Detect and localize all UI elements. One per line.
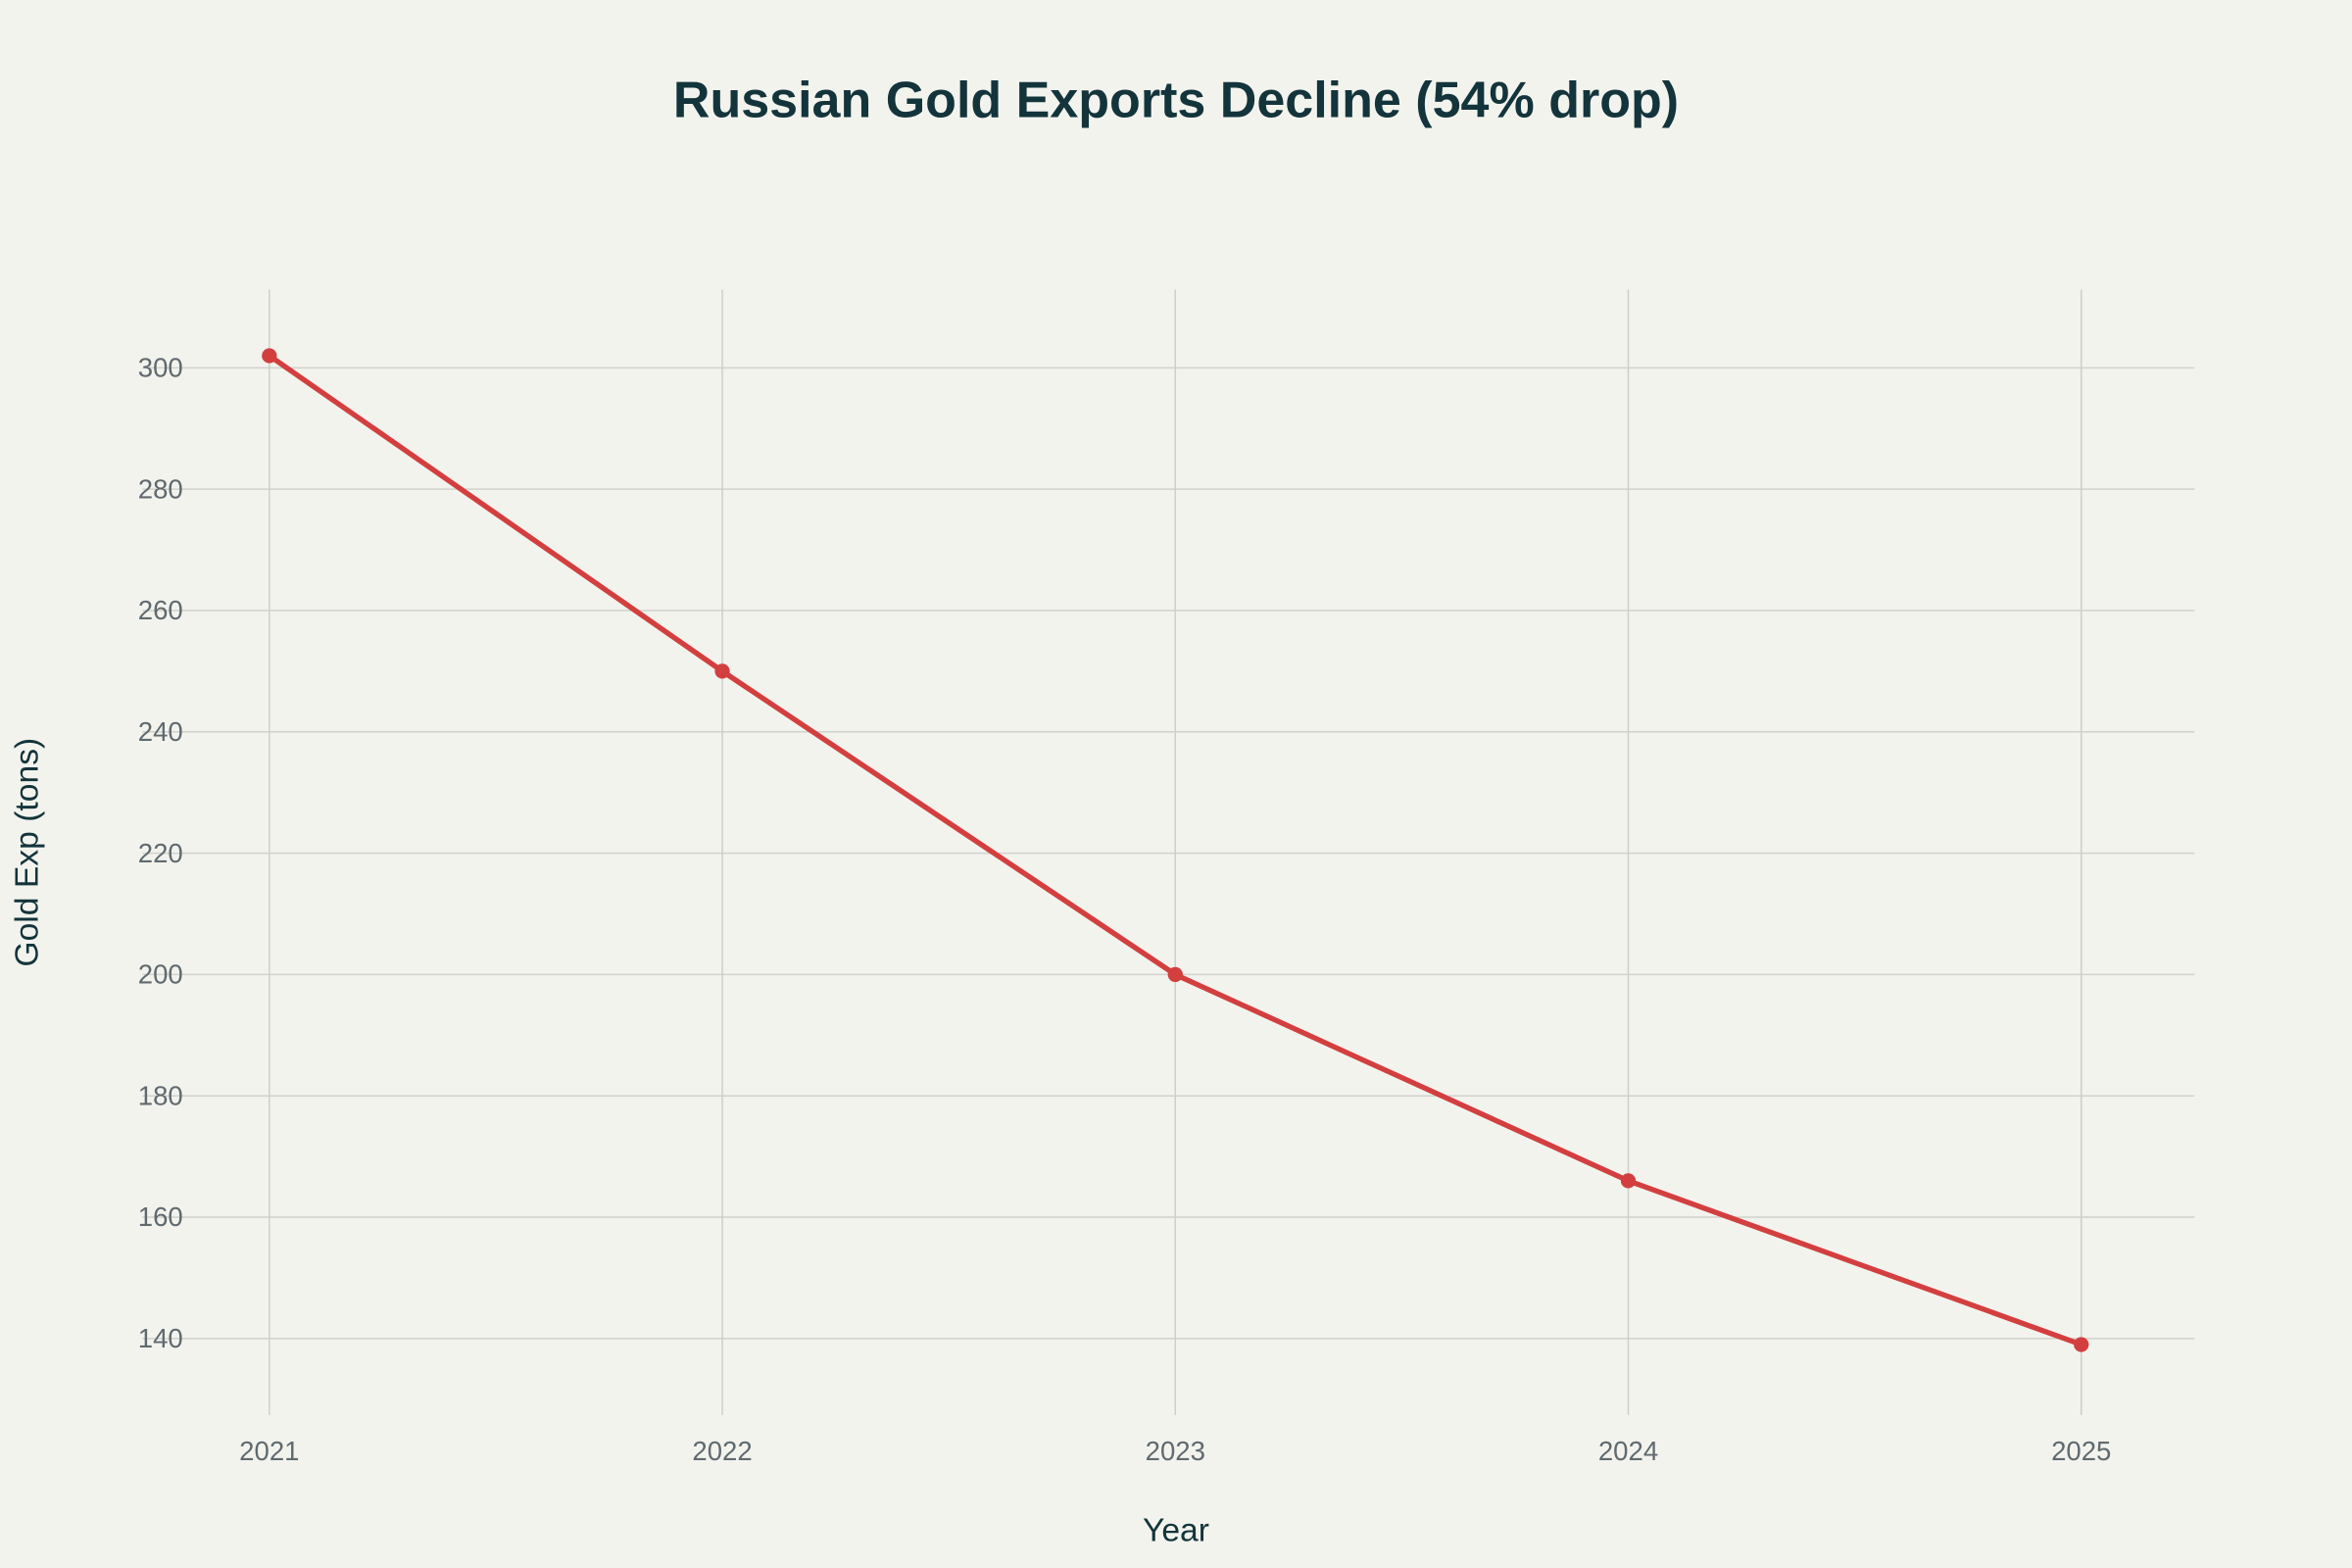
data-point-2024[interactable] (1620, 1173, 1637, 1189)
y-tick-label: 160 (138, 1201, 183, 1232)
y-tick-label: 260 (138, 595, 183, 625)
data-point-2021[interactable] (262, 348, 277, 364)
y-axis-title: Gold Exp (tons) (9, 738, 45, 967)
x-tick-label: 2022 (692, 1436, 752, 1466)
x-tick-labels: 2021 2022 2023 2024 2025 (239, 1436, 2111, 1466)
data-point-2023[interactable] (1167, 966, 1183, 983)
data-point-2025[interactable] (2074, 1337, 2089, 1352)
series-group (262, 348, 2089, 1352)
y-tick-label: 220 (138, 838, 183, 868)
chart-title: Russian Gold Exports Decline (54% drop) (673, 72, 1679, 128)
y-tick-label: 280 (138, 473, 183, 504)
y-tick-label: 200 (138, 959, 183, 990)
x-tick-label: 2021 (239, 1436, 299, 1466)
x-axis-title: Year (1143, 1512, 1209, 1548)
x-tick-label: 2025 (2051, 1436, 2111, 1466)
grid (142, 289, 2195, 1415)
y-tick-label: 180 (138, 1080, 183, 1110)
x-tick-label: 2024 (1598, 1436, 1658, 1466)
y-tick-label: 140 (138, 1323, 183, 1353)
y-tick-labels: 140 160 180 200 220 240 260 280 300 (138, 353, 183, 1353)
x-tick-label: 2023 (1146, 1436, 1205, 1466)
y-tick-label: 240 (138, 716, 183, 747)
data-point-2022[interactable] (714, 663, 730, 679)
y-tick-label: 300 (138, 353, 183, 383)
